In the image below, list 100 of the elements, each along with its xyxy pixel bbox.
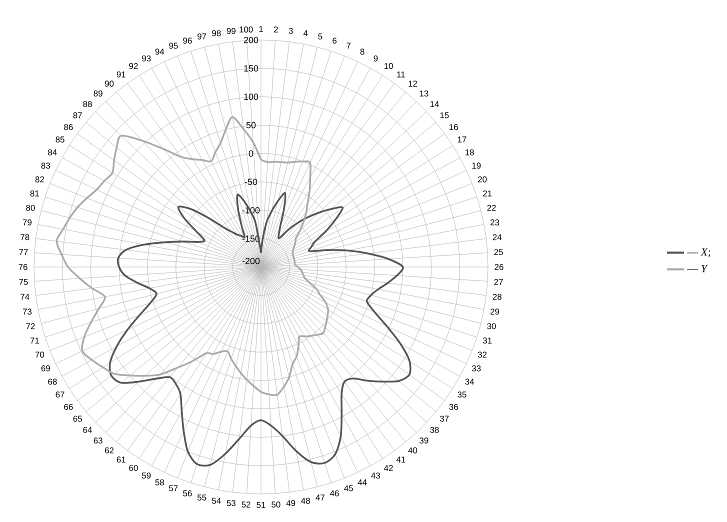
spoke-label: 3 — [288, 28, 293, 34]
spoke-label: 10 — [384, 63, 393, 70]
spoke-label: 90 — [104, 80, 114, 87]
spoke-label: 94 — [155, 48, 164, 55]
spoke-label: 77 — [19, 249, 28, 255]
y-tick-label: 100 — [244, 94, 258, 100]
spoke-label: 31 — [482, 338, 492, 344]
spoke-label: 79 — [22, 219, 32, 226]
spoke-label: 41 — [396, 456, 406, 462]
spoke-label: 46 — [330, 490, 339, 496]
spoke-label: 50 — [272, 502, 280, 508]
spoke-label: 6 — [332, 38, 337, 44]
spoke-label: 12 — [408, 80, 417, 87]
spoke-label: 99 — [226, 28, 236, 34]
spoke-label: 30 — [487, 323, 496, 330]
spoke-label: 21 — [483, 190, 492, 196]
spoke-label: 32 — [478, 352, 487, 358]
spoke-label: 62 — [105, 447, 114, 454]
spoke-label: 48 — [301, 498, 310, 504]
spoke-label: 28 — [492, 294, 502, 300]
spoke-label: 88 — [83, 101, 92, 108]
spoke-label: 78 — [20, 234, 30, 240]
spoke-label: 52 — [242, 502, 250, 508]
spoke-label: 54 — [212, 498, 221, 504]
spoke-label: 51 — [256, 502, 266, 508]
spoke-label: 81 — [30, 190, 39, 196]
spoke-label: 82 — [35, 176, 44, 182]
spoke-label: 22 — [487, 204, 496, 211]
spoke-label: 83 — [41, 162, 50, 169]
spoke-label: 13 — [420, 90, 428, 96]
y-tick-label: 50 — [246, 122, 256, 128]
spoke-label: 68 — [48, 378, 57, 385]
spoke-label: 39 — [420, 438, 428, 444]
spoke-label: 73 — [22, 308, 32, 315]
y-tick-label: -50 — [244, 178, 258, 186]
y-tick-label: 150 — [244, 65, 258, 72]
y-tick-label: 200 — [244, 36, 258, 44]
legend-label: — Y — [687, 264, 708, 272]
spoke-label: 36 — [449, 404, 458, 410]
spoke-label: 86 — [64, 124, 73, 130]
spoke-label: 29 — [490, 308, 500, 315]
spoke-label: 63 — [94, 438, 102, 444]
spoke-label: 9 — [374, 55, 378, 62]
spoke-label: 61 — [116, 456, 126, 463]
spoke-label: 87 — [73, 112, 82, 118]
spoke-label: 80 — [26, 204, 35, 211]
spoke-label: 89 — [94, 90, 102, 96]
spoke-label: 71 — [30, 338, 39, 344]
spoke-label: 69 — [41, 365, 50, 372]
spoke-label: 47 — [316, 494, 324, 500]
spoke-label: 33 — [472, 365, 481, 372]
spoke-label: 26 — [494, 264, 504, 270]
spoke-label: 34 — [465, 378, 474, 385]
spoke-label: 96 — [183, 38, 192, 44]
spoke-label: 24 — [492, 234, 502, 240]
spoke-label: 2 — [274, 26, 278, 32]
spoke-label: 4 — [303, 30, 308, 36]
spoke-label: 98 — [212, 30, 221, 36]
spoke-label: 57 — [169, 485, 178, 492]
spoke-label: 8 — [360, 48, 364, 55]
y-tick-label: -200 — [242, 258, 260, 264]
spoke-label: 56 — [183, 490, 192, 496]
spoke-label: 60 — [129, 464, 138, 471]
spoke-label: 55 — [197, 494, 206, 500]
spoke-label: 1 — [259, 26, 263, 32]
spoke-label: 42 — [384, 465, 393, 471]
spoke-label: 27 — [494, 278, 503, 285]
spoke-label: 37 — [440, 416, 449, 422]
spoke-label: 75 — [19, 278, 28, 285]
spoke-label: 43 — [371, 472, 380, 479]
spoke-label: 35 — [458, 392, 466, 398]
spoke-label: 49 — [286, 500, 296, 506]
spoke-label: 53 — [226, 500, 236, 506]
spoke-label: 64 — [83, 426, 92, 433]
spoke-label: 44 — [358, 479, 367, 486]
spoke-label: 15 — [440, 112, 449, 118]
spoke-label: 85 — [56, 136, 64, 142]
spoke-label: 14 — [430, 101, 439, 107]
spoke-label: 17 — [458, 136, 466, 142]
spoke-label: 19 — [472, 162, 481, 169]
spoke-label: 65 — [73, 416, 82, 422]
spoke-label: 59 — [142, 472, 151, 479]
legend-label: — X; — [687, 248, 710, 258]
spoke-label: 25 — [494, 249, 503, 256]
y-tick-label: 0 — [248, 150, 254, 157]
spoke-label: 58 — [155, 479, 164, 486]
spoke-label: 92 — [129, 63, 138, 70]
spoke-label: 84 — [48, 149, 57, 156]
spoke-label: 95 — [169, 42, 178, 49]
spoke-label: 11 — [397, 72, 405, 78]
spoke-label: 72 — [26, 323, 35, 330]
spoke-label: 74 — [20, 294, 30, 300]
spoke-label: 38 — [430, 426, 439, 433]
spoke-label: 16 — [449, 124, 458, 130]
spoke-label: 97 — [197, 33, 206, 40]
spoke-label: 23 — [490, 219, 500, 226]
spoke-label: 40 — [408, 447, 418, 454]
spoke-label: 67 — [56, 392, 64, 398]
spoke-label: 7 — [346, 42, 351, 49]
spoke-label: 18 — [466, 149, 474, 156]
